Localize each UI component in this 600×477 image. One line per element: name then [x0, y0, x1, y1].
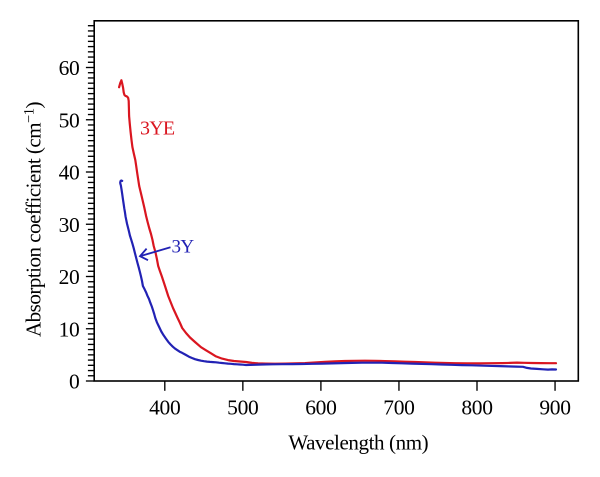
svg-text:500: 500	[227, 395, 258, 419]
svg-text:50: 50	[59, 108, 80, 132]
svg-text:60: 60	[59, 56, 80, 80]
svg-text:Wavelength (nm): Wavelength (nm)	[288, 430, 428, 454]
svg-text:0: 0	[69, 370, 79, 394]
svg-text:900: 900	[539, 395, 570, 419]
svg-text:3YE: 3YE	[140, 117, 175, 139]
svg-text:30: 30	[59, 213, 80, 237]
svg-text:10: 10	[59, 317, 80, 341]
svg-text:Absorption coefficient (cm−1): Absorption coefficient (cm−1)	[22, 102, 46, 337]
svg-text:700: 700	[383, 395, 414, 419]
svg-text:600: 600	[305, 395, 336, 419]
svg-text:800: 800	[461, 395, 492, 419]
svg-text:3Y: 3Y	[172, 236, 195, 257]
svg-text:400: 400	[149, 395, 180, 419]
svg-text:20: 20	[59, 265, 80, 289]
svg-text:40: 40	[59, 161, 80, 185]
